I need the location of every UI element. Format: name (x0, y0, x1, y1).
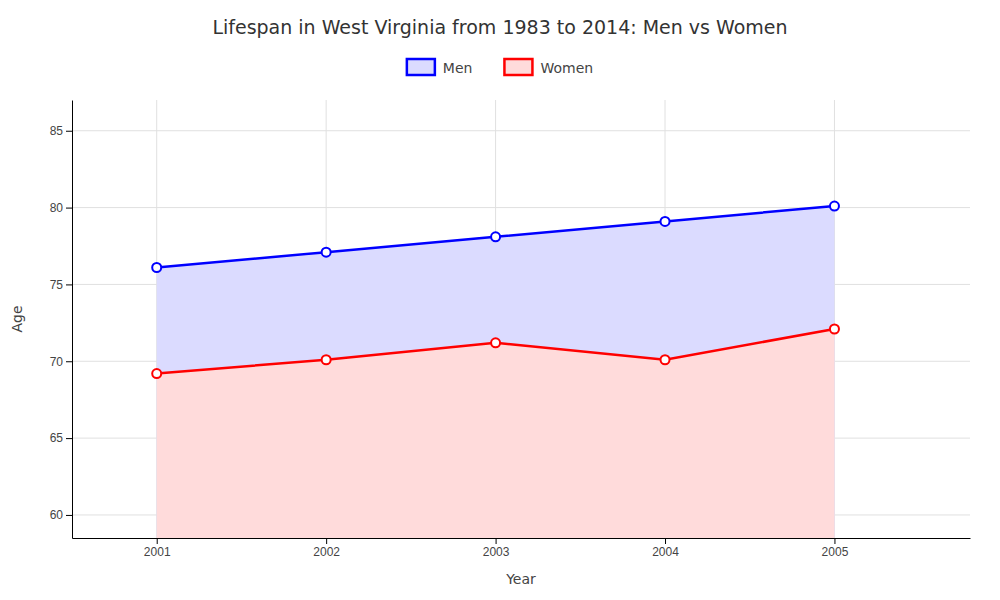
tick-mark (66, 515, 72, 516)
legend-swatch (407, 59, 435, 75)
tick-label: 85 (50, 124, 64, 138)
tick-mark (66, 284, 72, 285)
marker (322, 355, 331, 364)
legend-item: Women (504, 59, 593, 76)
marker (152, 263, 161, 272)
tick: 75 (50, 278, 72, 292)
tick-mark (157, 538, 158, 544)
grid (72, 100, 970, 538)
marker (491, 232, 500, 241)
grid-line (72, 130, 970, 131)
title: Lifespan in West Virginia from 1983 to 2… (212, 16, 787, 38)
tick: 80 (50, 201, 72, 215)
x-axis: 2001 2002 2003 2004 2005 (73, 538, 971, 559)
tick-label: 60 (50, 508, 64, 522)
tick: 85 (50, 124, 72, 138)
legend-item: Men (407, 59, 473, 76)
tick-label: 2005 (822, 545, 849, 559)
x-axis-title: Year (505, 571, 536, 587)
tick-label: 80 (50, 201, 64, 215)
line (157, 206, 835, 267)
tick-mark (834, 538, 835, 544)
tick-label: 2004 (652, 545, 679, 559)
tick-label: 2003 (483, 545, 510, 559)
marker (661, 355, 670, 364)
marker (661, 217, 670, 226)
y-axis-title: Age (9, 305, 25, 332)
tick-mark (665, 538, 666, 544)
marker (491, 338, 500, 347)
tick: 2002 (313, 538, 340, 559)
marks (152, 202, 839, 538)
legend-label: Men (443, 60, 473, 76)
tick: 2001 (144, 538, 171, 559)
tick: 2005 (822, 538, 849, 559)
legend: Men Women (407, 59, 593, 76)
tick-label: 65 (50, 431, 64, 445)
line (157, 329, 835, 374)
legend-label: Women (540, 60, 593, 76)
tick: 65 (50, 431, 72, 445)
tick-label: 2002 (313, 545, 340, 559)
area (157, 329, 835, 538)
marker (322, 248, 331, 257)
tick-mark (66, 438, 72, 439)
marker (830, 324, 839, 333)
legend-swatch (504, 59, 532, 75)
tick-mark (326, 538, 327, 544)
tick-label: 2001 (144, 545, 171, 559)
marker (152, 369, 161, 378)
axis-line (73, 538, 971, 539)
tick-label: 75 (50, 278, 64, 292)
tick-mark (66, 131, 72, 132)
area (157, 206, 835, 538)
tick-mark (496, 538, 497, 544)
tick-mark (66, 208, 72, 209)
y-axis: 60 65 70 75 80 85 (50, 101, 73, 539)
plot: 2001 2002 2003 2004 2005 60 65 70 75 80 85 Year Age (9, 100, 971, 587)
tick: 2004 (652, 538, 679, 559)
tick: 2003 (483, 538, 510, 559)
marker (830, 202, 839, 211)
tick: 70 (50, 355, 72, 369)
tick: 60 (50, 508, 72, 522)
tick-mark (66, 361, 72, 362)
axis-line (72, 101, 73, 539)
chart: Lifespan in West Virginia from 1983 to 2… (0, 0, 1000, 600)
tick-label: 70 (50, 355, 64, 369)
